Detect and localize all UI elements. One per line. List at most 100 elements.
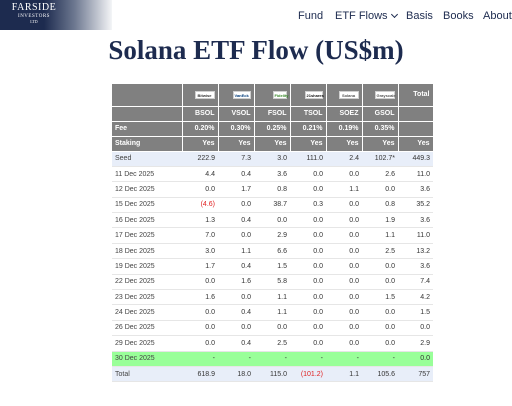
flow-value-cell: 0.0 xyxy=(218,289,254,306)
table-row: 24 Dec 2025 0.0 0.4 1.1 0.0 0.0 0.0 1.5 xyxy=(112,304,433,321)
flow-value-cell: 0.0 xyxy=(182,335,218,352)
flow-value-cell: 18.0 xyxy=(218,366,254,383)
fee-cell xyxy=(398,121,434,137)
table-row: 18 Dec 2025 3.0 1.1 6.6 0.0 0.0 2.5 13.2 xyxy=(112,243,433,260)
top-bar: FARSIDE INVESTORS LTD Fund ETF Flows Bas… xyxy=(0,0,512,30)
flow-value-cell: 1.7 xyxy=(218,181,254,198)
flow-value-cell: 1.1 xyxy=(326,181,362,198)
flow-value-cell: 1.1 xyxy=(362,227,398,244)
header-total: Total xyxy=(398,84,434,107)
flow-value-cell: 0.0 xyxy=(290,320,326,337)
main-nav: Fund ETF Flows Basis Books About xyxy=(0,8,512,24)
flow-value-cell: 0.4 xyxy=(218,212,254,229)
flow-value-cell: 1.1 xyxy=(326,366,362,383)
solana-logo: Solana xyxy=(338,90,359,99)
flow-value-cell: 3.6 xyxy=(398,258,433,275)
table-row: 16 Dec 2025 1.3 0.4 0.0 0.0 0.0 1.9 3.6 xyxy=(112,212,433,229)
flow-value-cell: - xyxy=(326,351,362,367)
logo-cell: 21shares xyxy=(290,84,327,107)
nav-books[interactable]: Books xyxy=(443,10,474,22)
flow-value-cell: 0.8 xyxy=(254,181,290,198)
flow-value-cell: 3.6 xyxy=(398,181,433,198)
row-date: Seed xyxy=(112,151,182,167)
nav-fund[interactable]: Fund xyxy=(298,10,324,22)
row-date: 24 Dec 2025 xyxy=(112,304,182,321)
ticker-cell: VSOL xyxy=(218,106,255,122)
logo-cell: Solana xyxy=(326,84,363,107)
flow-value-cell: 11.0 xyxy=(398,227,433,244)
flow-value-cell: 0.0 xyxy=(362,304,398,321)
flow-value-cell: 0.0 xyxy=(362,258,398,275)
logo-ltd-text: LTD xyxy=(30,19,38,24)
staking-cell: Yes xyxy=(398,136,434,152)
flow-value-cell: 2.6 xyxy=(362,166,398,183)
farside-logo[interactable]: FARSIDE INVESTORS LTD xyxy=(0,0,112,30)
staking-cell: Yes xyxy=(290,136,327,152)
flow-value-cell: 449.3 xyxy=(398,151,433,167)
flow-value-cell: 0.0 xyxy=(182,304,218,321)
fee-cell: 0.21% xyxy=(290,121,327,137)
ticker-corner-cell xyxy=(112,106,183,122)
flow-value-cell: - xyxy=(290,351,326,367)
staking-cell: Yes xyxy=(254,136,291,152)
row-date: 23 Dec 2025 xyxy=(112,289,182,306)
flow-value-cell: 11.0 xyxy=(398,166,433,183)
row-date: 29 Dec 2025 xyxy=(112,335,182,352)
flow-value-cell: 35.2 xyxy=(398,197,433,214)
row-date: 16 Dec 2025 xyxy=(112,212,182,229)
flow-value-cell: (4.6) xyxy=(182,197,218,214)
fee-cell: 0.30% xyxy=(218,121,255,137)
vaneck-logo: VanEck xyxy=(232,90,251,99)
ticker-cell: SOEZ xyxy=(326,106,363,122)
flow-value-cell: 0.0 xyxy=(182,181,218,198)
table-row: 23 Dec 2025 1.6 0.0 1.1 0.0 0.0 1.5 4.2 xyxy=(112,289,433,306)
issuer-logo-row: Bitwise VanEck Fidelity 21shares Solana … xyxy=(112,84,434,107)
flow-value-cell: 2.5 xyxy=(362,243,398,260)
logo-sub-text: INVESTORS xyxy=(18,14,50,19)
flow-value-cell: 0.0 xyxy=(398,351,433,367)
nav-etf-flows[interactable]: ETF Flows xyxy=(335,8,398,24)
flow-value-cell: 0.4 xyxy=(218,258,254,275)
flow-value-cell: 4.4 xyxy=(182,166,218,183)
flow-value-cell: 2.4 xyxy=(326,151,362,167)
flow-value-cell: 2.9 xyxy=(254,227,290,244)
row-date: 30 Dec 2025 xyxy=(112,351,182,367)
ticker-cell: GSOL xyxy=(362,106,399,122)
flow-value-cell: 0.0 xyxy=(326,289,362,306)
logo-cell: Fidelity xyxy=(254,84,291,107)
flow-value-cell: 0.0 xyxy=(254,212,290,229)
flow-value-cell: 0.0 xyxy=(290,243,326,260)
flow-value-cell: 6.6 xyxy=(254,243,290,260)
flow-value-cell: 222.9 xyxy=(182,151,218,167)
flow-value-cell: 1.6 xyxy=(182,289,218,306)
table-row: 17 Dec 2025 7.0 0.0 2.9 0.0 0.0 1.1 11.0 xyxy=(112,227,433,244)
flow-value-cell: 0.0 xyxy=(290,335,326,352)
flow-value-cell: 7.0 xyxy=(182,227,218,244)
logo-main-text: FARSIDE xyxy=(11,2,57,13)
flow-value-cell: 7.3 xyxy=(218,151,254,167)
chevron-down-icon xyxy=(390,10,398,19)
table-row: 26 Dec 2025 0.0 0.0 0.0 0.0 0.0 0.0 0.0 xyxy=(112,320,433,337)
nav-basis[interactable]: Basis xyxy=(406,10,433,22)
nav-about[interactable]: About xyxy=(483,10,512,22)
flow-value-cell: 1.3 xyxy=(182,212,218,229)
flow-value-cell: 102.7* xyxy=(362,151,398,167)
flow-value-cell: 0.0 xyxy=(290,227,326,244)
fee-label: Fee xyxy=(112,121,183,137)
flow-value-cell: 0.3 xyxy=(290,197,326,214)
flow-value-cell: 0.0 xyxy=(218,197,254,214)
table-row: 15 Dec 2025 (4.6) 0.0 38.7 0.3 0.0 0.8 35.2 xyxy=(112,197,433,214)
table-row: 29 Dec 2025 0.0 0.4 2.5 0.0 0.0 0.0 2.9 xyxy=(112,335,433,352)
flow-value-cell: 13.2 xyxy=(398,243,433,260)
flow-value-cell: 4.2 xyxy=(398,289,433,306)
logo-cell: Bitwise xyxy=(182,84,219,107)
logo-corner-cell xyxy=(112,84,183,107)
ticker-row: BSOL VSOL FSOL TSOL SOEZ GSOL xyxy=(112,106,434,122)
fee-cell: 0.25% xyxy=(254,121,291,137)
flow-value-cell: 2.5 xyxy=(254,335,290,352)
flow-value-cell: 0.0 xyxy=(326,274,362,291)
flow-value-cell: 1.1 xyxy=(254,304,290,321)
flow-value-cell: 0.0 xyxy=(290,212,326,229)
row-date: 12 Dec 2025 xyxy=(112,181,182,198)
staking-row: Staking Yes Yes Yes Yes Yes Yes Yes xyxy=(112,136,434,152)
